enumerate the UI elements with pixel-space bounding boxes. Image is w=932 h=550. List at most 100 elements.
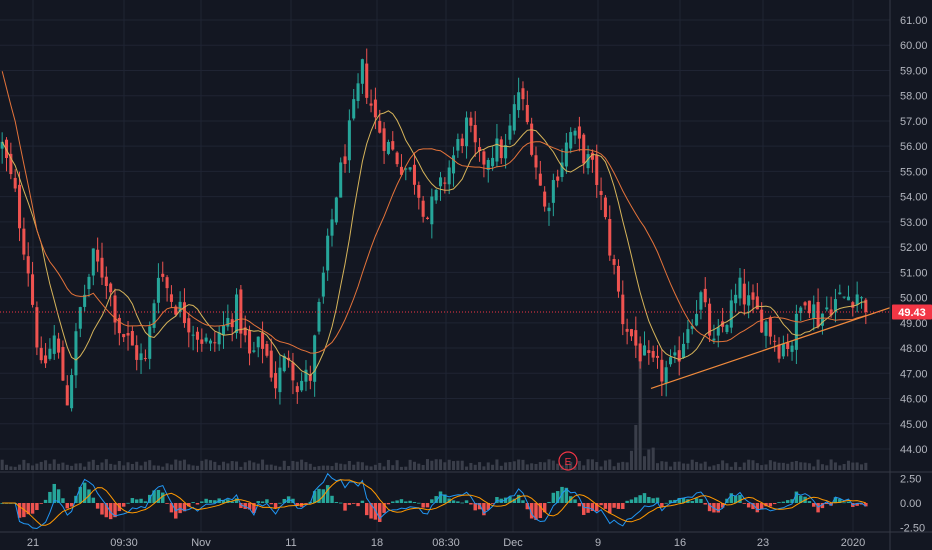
- candle[interactable]: [864, 298, 868, 325]
- candle[interactable]: [143, 349, 147, 362]
- candle[interactable]: [682, 332, 686, 359]
- candle[interactable]: [391, 131, 395, 151]
- candle[interactable]: [465, 111, 469, 159]
- candle[interactable]: [57, 332, 61, 359]
- candle[interactable]: [560, 148, 564, 182]
- candle[interactable]: [517, 77, 521, 118]
- candle[interactable]: [703, 277, 707, 308]
- candle[interactable]: [690, 319, 694, 335]
- candle[interactable]: [300, 372, 304, 393]
- candle[interactable]: [599, 177, 603, 211]
- candle[interactable]: [677, 336, 681, 376]
- candle[interactable]: [569, 127, 573, 154]
- candle[interactable]: [382, 122, 386, 164]
- candle[interactable]: [695, 300, 699, 327]
- candle[interactable]: [221, 311, 226, 349]
- candle[interactable]: [812, 295, 816, 331]
- candle[interactable]: [0, 132, 4, 164]
- candle[interactable]: [404, 167, 408, 181]
- candle[interactable]: [91, 248, 95, 286]
- candle[interactable]: [360, 58, 364, 94]
- candle[interactable]: [369, 89, 373, 113]
- candle[interactable]: [265, 340, 269, 358]
- candle[interactable]: [851, 300, 855, 317]
- candle[interactable]: [13, 169, 17, 193]
- candle[interactable]: [508, 113, 512, 145]
- candle[interactable]: [208, 338, 213, 351]
- candle[interactable]: [534, 146, 538, 180]
- candle[interactable]: [408, 167, 412, 172]
- candle[interactable]: [130, 326, 134, 346]
- candle[interactable]: [664, 360, 668, 397]
- candle[interactable]: [647, 340, 651, 365]
- candle[interactable]: [195, 327, 199, 353]
- candle[interactable]: [70, 368, 74, 412]
- candle[interactable]: [365, 48, 369, 104]
- candle[interactable]: [356, 73, 360, 109]
- candle[interactable]: [825, 296, 829, 312]
- candle[interactable]: [456, 133, 460, 158]
- candle[interactable]: [313, 334, 317, 397]
- candle[interactable]: [430, 188, 434, 239]
- candle[interactable]: [161, 261, 165, 282]
- candle[interactable]: [52, 325, 56, 360]
- candle[interactable]: [764, 319, 768, 348]
- earnings-marker[interactable]: E: [558, 451, 578, 471]
- candle[interactable]: [760, 302, 764, 334]
- candle[interactable]: [122, 333, 126, 343]
- candle[interactable]: [564, 132, 568, 174]
- candle[interactable]: [582, 133, 586, 174]
- candle[interactable]: [321, 266, 325, 304]
- candle[interactable]: [491, 146, 495, 171]
- candle[interactable]: [486, 157, 490, 183]
- candle[interactable]: [469, 111, 473, 133]
- candle[interactable]: [603, 195, 607, 220]
- candle[interactable]: [169, 285, 173, 308]
- candle[interactable]: [135, 335, 139, 371]
- candle[interactable]: [152, 299, 156, 333]
- candle[interactable]: [100, 242, 104, 286]
- candle[interactable]: [96, 237, 100, 272]
- oscillator-axis[interactable]: 2.50 0.00 -2.50: [900, 474, 925, 535]
- candle[interactable]: [833, 288, 837, 323]
- candle[interactable]: [608, 205, 612, 261]
- candle[interactable]: [278, 355, 282, 405]
- candle[interactable]: [773, 334, 777, 352]
- price-axis[interactable]: 61.00 60.00 59.00 58.00 57.00 56.00 55.00 54.00…: [900, 15, 928, 456]
- candle[interactable]: [434, 188, 438, 204]
- candle[interactable]: [395, 151, 399, 167]
- candle[interactable]: [625, 318, 629, 345]
- candle[interactable]: [495, 123, 499, 168]
- candle[interactable]: [113, 288, 117, 335]
- candle[interactable]: [18, 171, 22, 242]
- candle[interactable]: [48, 338, 52, 361]
- candle[interactable]: [178, 291, 182, 318]
- candle[interactable]: [334, 196, 338, 225]
- candle[interactable]: [425, 216, 430, 220]
- candle[interactable]: [794, 304, 798, 365]
- candle[interactable]: [44, 343, 48, 368]
- time-axis[interactable]: 21 09:30 Nov 11 18 08:30 Dec 9 16 23 2020: [27, 537, 865, 549]
- candle[interactable]: [399, 154, 403, 177]
- candle[interactable]: [117, 314, 121, 346]
- candle[interactable]: [634, 316, 638, 358]
- trend-line[interactable]: [650, 307, 891, 390]
- candle[interactable]: [504, 133, 508, 169]
- candle[interactable]: [191, 325, 195, 351]
- candle[interactable]: [443, 177, 447, 194]
- candle[interactable]: [200, 328, 204, 352]
- candle[interactable]: [638, 336, 642, 369]
- candle[interactable]: [343, 144, 347, 173]
- candle[interactable]: [655, 345, 660, 369]
- candle[interactable]: [842, 296, 846, 299]
- candle[interactable]: [855, 281, 859, 313]
- candle[interactable]: [256, 336, 260, 358]
- candle[interactable]: [651, 345, 655, 363]
- candle[interactable]: [317, 298, 321, 335]
- candle[interactable]: [512, 95, 516, 135]
- candle[interactable]: [74, 323, 78, 389]
- candle[interactable]: [551, 173, 555, 217]
- candle[interactable]: [330, 208, 334, 247]
- candle[interactable]: [629, 328, 633, 341]
- candle[interactable]: [816, 288, 820, 329]
